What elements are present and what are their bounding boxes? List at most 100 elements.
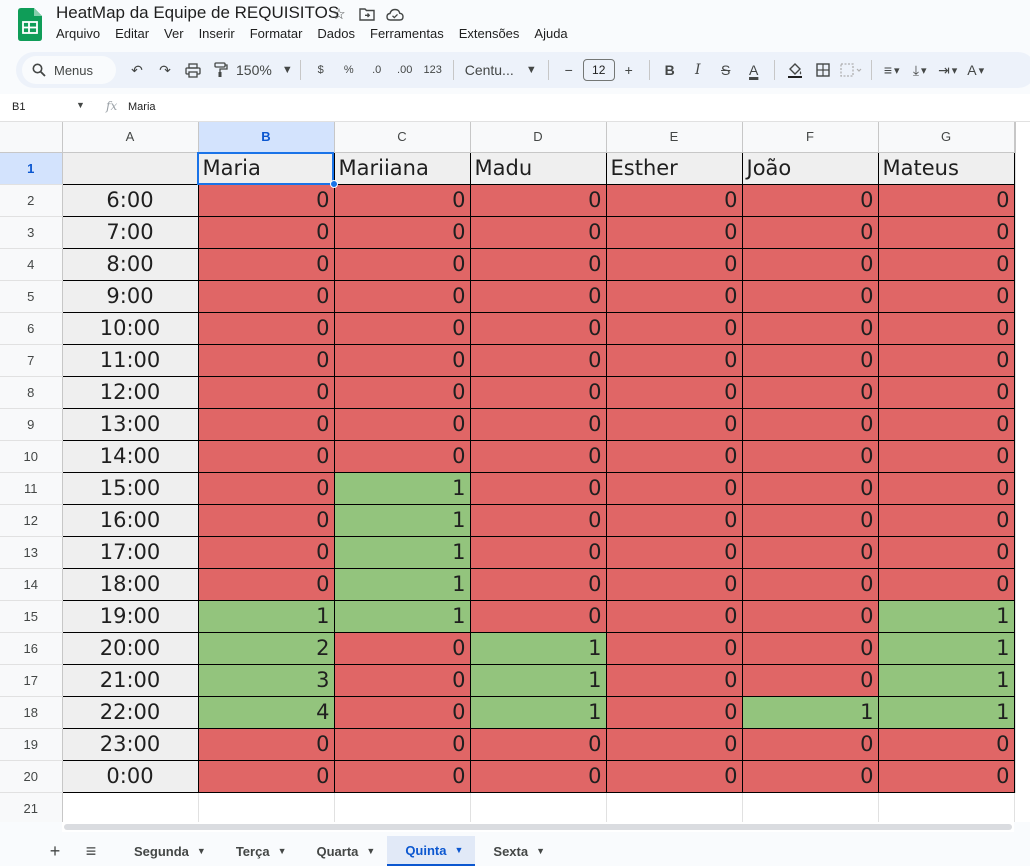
empty-cell[interactable] bbox=[1014, 664, 1016, 697]
time-cell[interactable]: 8:00 bbox=[61, 247, 199, 281]
value-cell[interactable]: 0 bbox=[469, 599, 607, 633]
value-cell[interactable]: 0 bbox=[333, 311, 471, 345]
time-cell[interactable]: 20:00 bbox=[61, 631, 199, 665]
row-header[interactable]: 20 bbox=[0, 760, 63, 793]
empty-cell[interactable] bbox=[1014, 184, 1016, 217]
value-cell[interactable]: 0 bbox=[605, 247, 743, 281]
value-cell[interactable]: 1 bbox=[877, 599, 1015, 633]
value-cell[interactable]: 1 bbox=[333, 567, 471, 601]
value-cell[interactable]: 0 bbox=[741, 599, 879, 633]
value-cell[interactable]: 0 bbox=[469, 407, 607, 441]
value-cell[interactable]: 0 bbox=[333, 759, 471, 793]
empty-cell[interactable] bbox=[1014, 472, 1016, 505]
italic-icon[interactable]: I bbox=[694, 62, 701, 78]
sheet-tab-segunda[interactable]: Segunda ▼ bbox=[116, 836, 218, 866]
empty-cell[interactable] bbox=[1014, 600, 1016, 633]
value-cell[interactable]: 0 bbox=[197, 407, 335, 441]
value-cell[interactable]: 0 bbox=[197, 535, 335, 569]
value-cell[interactable]: 0 bbox=[877, 535, 1015, 569]
value-cell[interactable]: 0 bbox=[605, 343, 743, 377]
formula-input[interactable]: Maria bbox=[128, 101, 156, 113]
decrease-decimal-button[interactable]: .0 bbox=[372, 64, 382, 76]
row-header[interactable]: 14 bbox=[0, 568, 63, 601]
value-cell[interactable]: 0 bbox=[877, 439, 1015, 473]
increase-font-size-icon[interactable]: + bbox=[624, 62, 633, 78]
row-header[interactable]: 5 bbox=[0, 280, 63, 313]
row-header[interactable]: 2 bbox=[0, 184, 63, 217]
value-cell[interactable]: 0 bbox=[605, 695, 743, 729]
row-header[interactable]: 17 bbox=[0, 664, 63, 697]
bold-icon[interactable]: B bbox=[664, 62, 675, 78]
increase-decimal-button[interactable]: .00 bbox=[397, 64, 413, 76]
empty-cell[interactable] bbox=[334, 792, 471, 822]
header-cell[interactable]: Mateus bbox=[877, 151, 1015, 185]
row-header[interactable]: 15 bbox=[0, 600, 63, 633]
value-cell[interactable]: 0 bbox=[877, 567, 1015, 601]
chevron-down-icon[interactable]: ▼ bbox=[76, 100, 85, 110]
value-cell[interactable]: 0 bbox=[741, 567, 879, 601]
value-cell[interactable]: 0 bbox=[741, 311, 879, 345]
value-cell[interactable]: 0 bbox=[469, 503, 607, 537]
value-cell[interactable]: 0 bbox=[605, 183, 743, 217]
time-cell[interactable]: 12:00 bbox=[61, 375, 199, 409]
value-cell[interactable]: 0 bbox=[605, 279, 743, 313]
currency-format-button[interactable]: $ bbox=[317, 64, 324, 76]
value-cell[interactable]: 0 bbox=[877, 311, 1015, 345]
value-cell[interactable]: 0 bbox=[333, 695, 471, 729]
value-cell[interactable]: 0 bbox=[197, 311, 335, 345]
value-cell[interactable]: 0 bbox=[197, 343, 335, 377]
value-cell[interactable]: 0 bbox=[333, 727, 471, 761]
menu-ferramentas[interactable]: Ferramentas bbox=[370, 26, 444, 41]
value-cell[interactable]: 1 bbox=[877, 631, 1015, 665]
value-cell[interactable]: 0 bbox=[197, 215, 335, 249]
menu-inserir[interactable]: Inserir bbox=[198, 26, 235, 41]
column-header-d[interactable]: D bbox=[470, 122, 607, 153]
header-cell[interactable]: Mariiana bbox=[333, 151, 471, 185]
all-sheets-icon[interactable]: ≡ bbox=[85, 840, 97, 861]
menu-ajuda[interactable]: Ajuda bbox=[534, 26, 568, 41]
time-cell[interactable]: 6:00 bbox=[61, 183, 199, 217]
value-cell[interactable]: 0 bbox=[877, 215, 1015, 249]
decrease-font-size-icon[interactable]: − bbox=[564, 62, 573, 78]
add-sheet-icon[interactable]: + bbox=[49, 840, 61, 861]
value-cell[interactable]: 0 bbox=[333, 343, 471, 377]
value-cell[interactable]: 0 bbox=[469, 311, 607, 345]
row-header[interactable]: 1 bbox=[0, 152, 63, 185]
empty-cell[interactable] bbox=[606, 792, 743, 822]
time-cell[interactable]: 15:00 bbox=[61, 471, 199, 505]
column-header-b[interactable]: B bbox=[198, 122, 335, 153]
sheet-tab-quinta[interactable]: Quinta ▼ bbox=[387, 836, 476, 866]
value-cell[interactable]: 0 bbox=[469, 183, 607, 217]
value-cell[interactable]: 0 bbox=[605, 503, 743, 537]
value-cell[interactable]: 0 bbox=[197, 439, 335, 473]
column-header-c[interactable]: C bbox=[334, 122, 471, 153]
value-cell[interactable]: 0 bbox=[469, 247, 607, 281]
fill-handle[interactable] bbox=[330, 180, 338, 188]
value-cell[interactable]: 0 bbox=[877, 375, 1015, 409]
value-cell[interactable]: 0 bbox=[197, 727, 335, 761]
empty-cell[interactable] bbox=[1014, 312, 1016, 345]
value-cell[interactable]: 0 bbox=[605, 311, 743, 345]
value-cell[interactable]: 0 bbox=[469, 759, 607, 793]
value-cell[interactable]: 0 bbox=[333, 279, 471, 313]
column-header-g[interactable]: G bbox=[878, 122, 1015, 153]
value-cell[interactable]: 4 bbox=[197, 695, 335, 729]
value-cell[interactable]: 0 bbox=[333, 439, 471, 473]
time-cell[interactable]: 22:00 bbox=[61, 695, 199, 729]
value-cell[interactable]: 0 bbox=[197, 567, 335, 601]
value-cell[interactable]: 0 bbox=[605, 215, 743, 249]
empty-cell[interactable] bbox=[470, 792, 607, 822]
time-cell[interactable]: 10:00 bbox=[61, 311, 199, 345]
value-cell[interactable]: 0 bbox=[197, 759, 335, 793]
row-header[interactable]: 8 bbox=[0, 376, 63, 409]
empty-cell[interactable] bbox=[1014, 216, 1016, 249]
value-cell[interactable]: 0 bbox=[741, 343, 879, 377]
value-cell[interactable]: 0 bbox=[741, 471, 879, 505]
value-cell[interactable]: 0 bbox=[469, 343, 607, 377]
value-cell[interactable]: 0 bbox=[877, 503, 1015, 537]
document-title[interactable]: HeatMap da Equipe de REQUISITOS bbox=[56, 3, 340, 22]
row-header[interactable]: 9 bbox=[0, 408, 63, 441]
header-cell[interactable]: Madu bbox=[469, 151, 607, 185]
value-cell[interactable]: 0 bbox=[333, 183, 471, 217]
value-cell[interactable]: 0 bbox=[877, 279, 1015, 313]
